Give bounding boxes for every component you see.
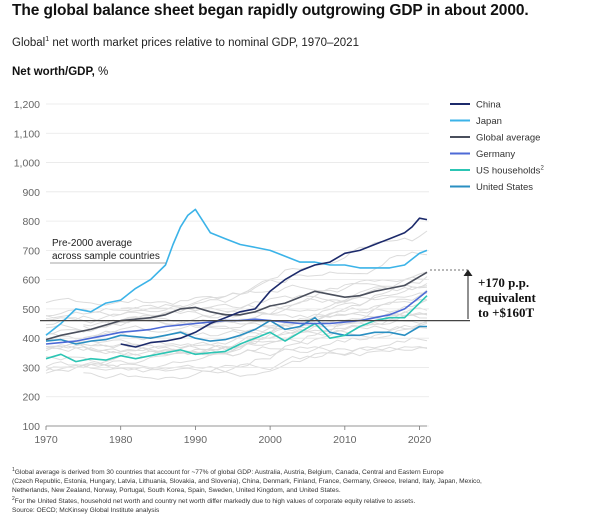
y-tick-label: 500 (22, 304, 40, 316)
line-chart: Pre-2000 average across sample countries… (14, 99, 545, 446)
background-country-line (45, 337, 428, 377)
y-tick-label: 1,100 (14, 128, 40, 140)
chart-title: The global balance sheet began rapidly o… (12, 2, 529, 19)
x-tick-label: 2020 (408, 434, 432, 446)
legend-label: US households2 (476, 166, 544, 177)
y-tick-label: 400 (22, 333, 40, 345)
y-tick-label: 100 (22, 421, 40, 433)
legend: China Japan Global average Germany US househ… (450, 100, 544, 193)
legend-item: Germany (450, 149, 515, 160)
legend-label: China (476, 100, 502, 111)
chart-subtitle: Global1 net worth market prices relative… (12, 36, 359, 49)
y-tick-label: 700 (22, 245, 40, 257)
background-country-line (45, 342, 428, 358)
increase-annotation-line1: +170 p.p. (478, 275, 529, 290)
series-line-global-average (45, 271, 428, 341)
y-tick-label: 1,000 (14, 158, 40, 170)
series-line-united-states (45, 316, 427, 345)
background-country-line (45, 292, 428, 326)
legend-label: Germany (476, 149, 515, 160)
background-country-line (45, 313, 428, 356)
background-country-line (45, 311, 428, 332)
legend-item: China (450, 100, 502, 111)
background-country-line (45, 299, 428, 319)
increase-annotation-line3: to +$160T (478, 305, 534, 320)
increase-arrow-head (463, 269, 473, 276)
background-country-line (83, 289, 428, 380)
y-tick-label: 600 (22, 275, 40, 287)
legend-item: United States (450, 182, 533, 193)
legend-item: US households2 (450, 166, 544, 177)
legend-label: United States (476, 182, 533, 193)
background-country-line (45, 320, 428, 353)
legend-item: Global average (450, 133, 540, 144)
x-tick-label: 1980 (109, 434, 133, 446)
series-line-us-households (45, 295, 428, 363)
x-tick-label: 2000 (258, 434, 282, 446)
footnotes: 1Global average is derived from 30 count… (12, 467, 482, 515)
y-tick-label: 800 (22, 216, 40, 228)
legend-item: Japan (450, 116, 502, 127)
y-tick-label: 200 (22, 392, 40, 404)
legend-label: Japan (476, 116, 502, 127)
gridlines (46, 103, 429, 427)
pre2000-annotation-line2: across sample countries (52, 251, 160, 262)
background-country-line (83, 298, 428, 333)
x-tick-label: 1990 (184, 434, 208, 446)
pre2000-annotation-line1: Pre-2000 average (52, 238, 132, 249)
y-tick-label: 300 (22, 362, 40, 374)
legend-label: Global average (476, 133, 540, 144)
increase-annotation-line2: equivalent (478, 290, 536, 305)
background-country-lines (45, 230, 428, 380)
x-tick-label: 1970 (34, 434, 58, 446)
series-line-japan (45, 208, 428, 336)
x-axis-ticks: 1970 1980 1990 2000 2010 2020 (34, 426, 431, 446)
x-tick-label: 2010 (333, 434, 357, 446)
y-tick-label: 900 (22, 187, 40, 199)
background-country-line (120, 285, 428, 312)
y-tick-label: 1,200 (14, 99, 40, 111)
background-country-line (45, 283, 428, 354)
series-line-china (120, 217, 428, 348)
y-axis-ticks: 100 200 300 400 500 600 700 800 900 1,000 1,100 1,2… (14, 99, 40, 433)
background-country-line (45, 346, 428, 373)
y-axis-title: Net worth/GDP, % (12, 66, 109, 78)
